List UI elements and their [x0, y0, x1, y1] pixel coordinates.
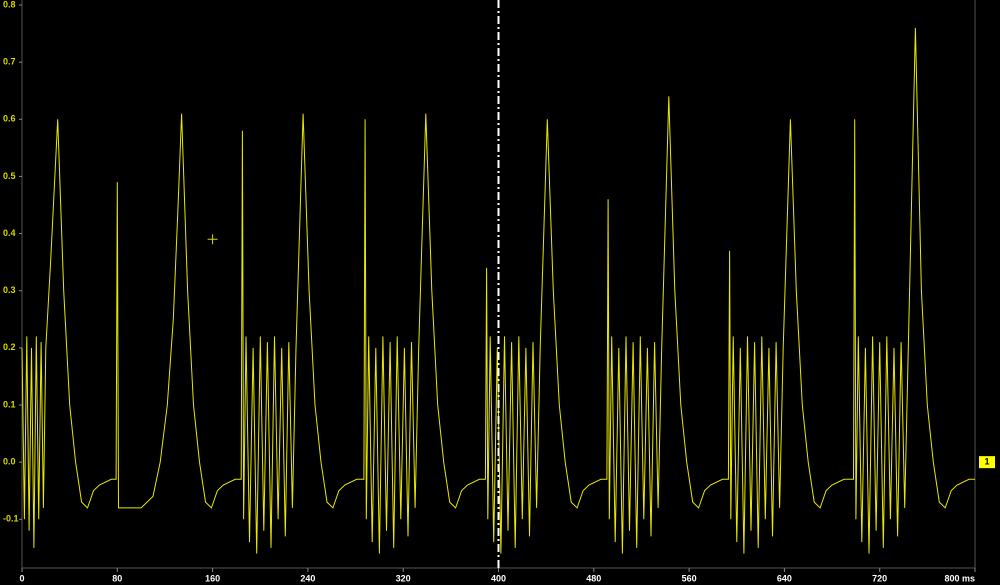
x-tick-label: 400	[491, 573, 506, 583]
y-tick-label: 0.3	[3, 285, 16, 295]
x-tick-label: 0	[19, 573, 24, 583]
y-tick-label: -0.1	[3, 514, 19, 524]
y-tick-label: 0.2	[3, 342, 16, 352]
x-tick-label: 480	[586, 573, 601, 583]
crosshair	[207, 234, 218, 245]
x-tick-label: 800 ms	[944, 573, 975, 583]
y-tick-label: 0.4	[3, 228, 16, 238]
channel-label: 1	[984, 457, 989, 467]
waveform	[21, 27, 975, 554]
x-tick-label: 240	[300, 573, 315, 583]
y-tick-label: 0.5	[3, 171, 16, 181]
x-tick-label: 320	[396, 573, 411, 583]
y-tick-label: 0.1	[3, 399, 16, 409]
y-tick-label: 0.0	[3, 457, 16, 467]
channel-marker	[979, 456, 995, 469]
x-tick-label: 640	[777, 573, 792, 583]
y-tick-label: 0.8	[3, 0, 16, 9]
x-tick-label: 720	[872, 573, 887, 583]
x-tick-label: 80	[112, 573, 122, 583]
y-tick-label: 0.7	[3, 57, 16, 67]
y-tick-label: 0.6	[3, 114, 16, 124]
x-tick-label: 160	[205, 573, 220, 583]
x-tick-label: 560	[682, 573, 697, 583]
